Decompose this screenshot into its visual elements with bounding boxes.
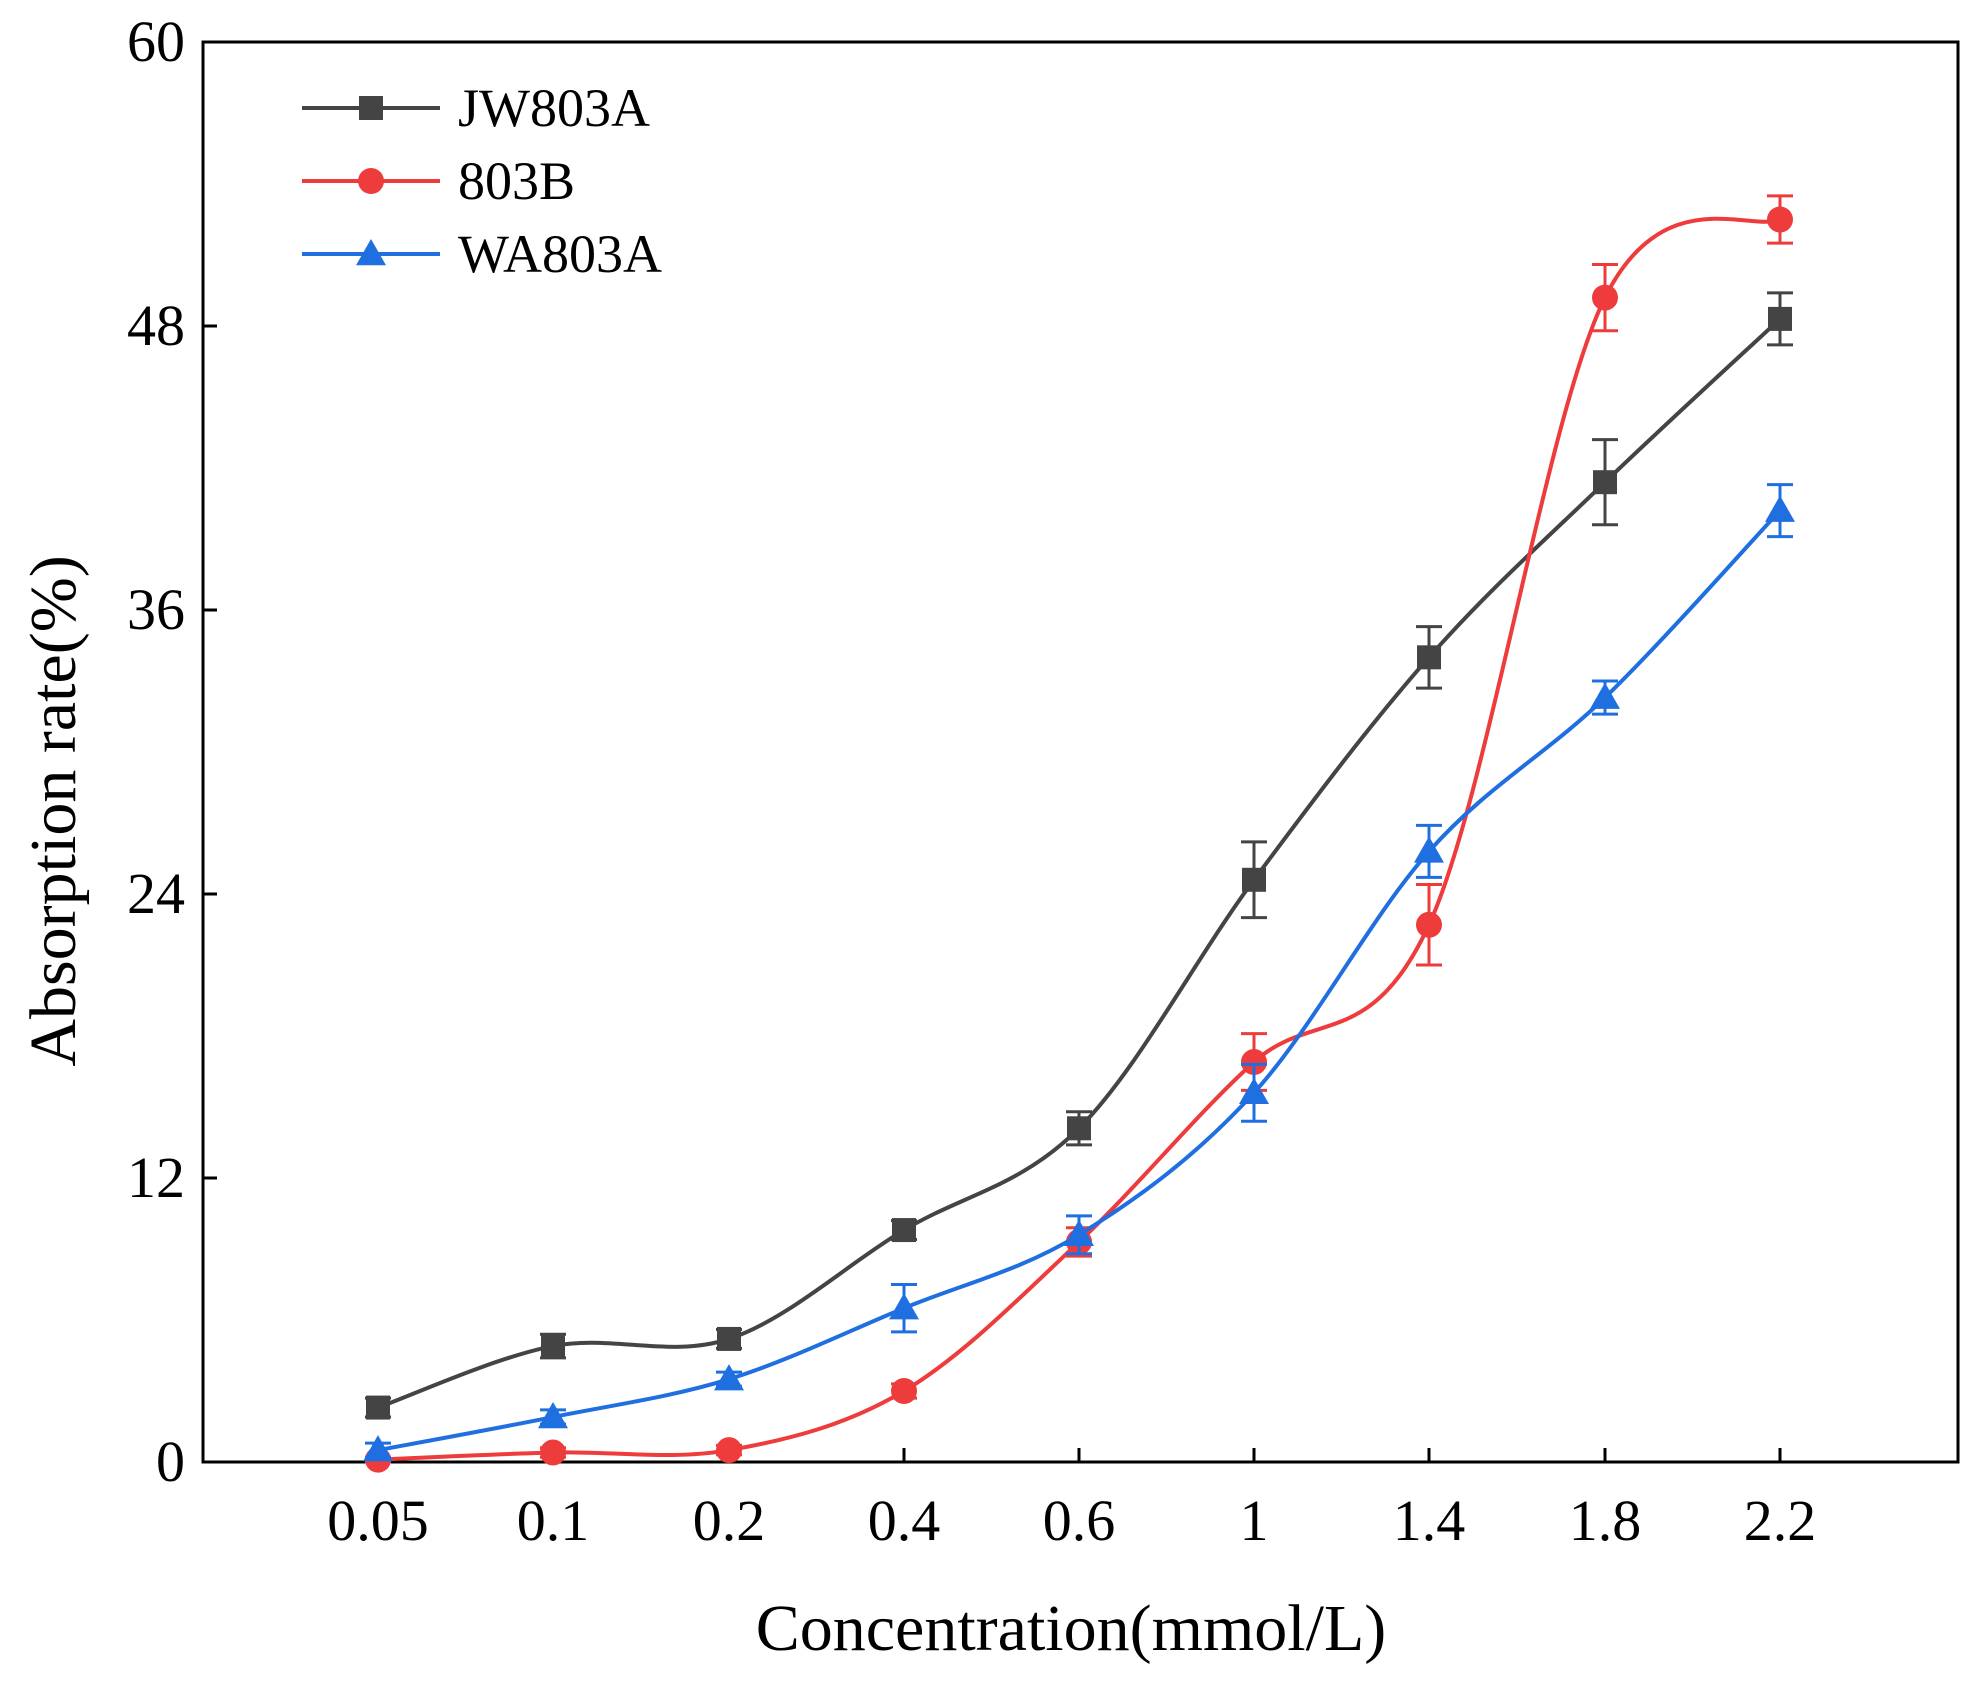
y-tick-label: 24 <box>127 861 185 926</box>
data-point <box>363 1435 393 1462</box>
data-point <box>1767 206 1793 233</box>
x-tick-label: 0.05 <box>327 1488 429 1553</box>
series-layer <box>363 194 1795 1473</box>
series-line <box>377 509 1782 1453</box>
x-tick-label: 2.2 <box>1744 1488 1817 1553</box>
y-tick-label: 60 <box>127 9 185 74</box>
x-tick-label: 0.1 <box>517 1488 590 1553</box>
series-803B <box>365 194 1793 1473</box>
y-tick-label: 0 <box>156 1429 185 1494</box>
data-point <box>1416 911 1442 938</box>
legend-item-803B: 803B <box>302 151 575 211</box>
data-point <box>889 1293 919 1320</box>
legend-marker <box>358 168 384 194</box>
data-point <box>1765 495 1795 522</box>
data-point <box>717 1326 741 1351</box>
series-JW803A <box>365 291 1793 1420</box>
data-point <box>538 1402 568 1429</box>
data-point <box>1067 1116 1091 1141</box>
x-tick-label: 1.8 <box>1569 1488 1642 1553</box>
legend-marker <box>359 96 383 120</box>
data-point <box>1241 1049 1267 1076</box>
legend-label: JW803A <box>458 78 650 138</box>
legend-item-WA803A: WA803A <box>302 224 662 284</box>
data-point <box>541 1334 565 1359</box>
axis-ticks: 0 12 24 36 48 60 0.05 0.1 0.2 0.4 0.6 1 1.4 1.8 2.2 <box>127 9 1816 1553</box>
data-point <box>1593 470 1617 495</box>
series-line <box>377 317 1782 1410</box>
x-tick-label: 0.4 <box>868 1488 941 1553</box>
y-axis-label: Absorption rate(%) <box>17 555 90 1066</box>
data-point <box>891 1378 917 1404</box>
data-point <box>716 1437 742 1464</box>
data-point <box>366 1395 390 1420</box>
x-tick-label: 1 <box>1240 1488 1269 1553</box>
legend-label: 803B <box>458 151 575 211</box>
data-point <box>1768 306 1792 331</box>
series-line <box>377 216 1781 1462</box>
legend-label: WA803A <box>458 224 662 284</box>
y-tick-label: 12 <box>127 1145 185 1210</box>
series-WA803A <box>363 483 1795 1462</box>
data-point <box>1417 645 1441 670</box>
y-tick-label: 48 <box>127 293 185 358</box>
x-tick-label: 1.4 <box>1393 1488 1466 1553</box>
data-point <box>1592 284 1618 311</box>
x-axis-label: Concentration(mmol/L) <box>756 1592 1387 1665</box>
data-point <box>1239 1077 1269 1105</box>
x-tick-label: 0.6 <box>1043 1488 1116 1553</box>
data-point <box>1242 867 1266 892</box>
data-point <box>540 1439 566 1466</box>
data-point <box>1064 1219 1094 1247</box>
x-tick-label: 0.2 <box>693 1488 766 1553</box>
data-point <box>1590 682 1620 709</box>
data-point <box>1414 836 1444 863</box>
data-point <box>892 1218 916 1243</box>
y-tick-label: 36 <box>127 577 185 642</box>
legend-item-JW803A: JW803A <box>302 78 650 138</box>
data-point <box>714 1364 744 1391</box>
legend-marker <box>356 239 386 266</box>
legend: JW803A 803B WA803A <box>302 78 662 284</box>
